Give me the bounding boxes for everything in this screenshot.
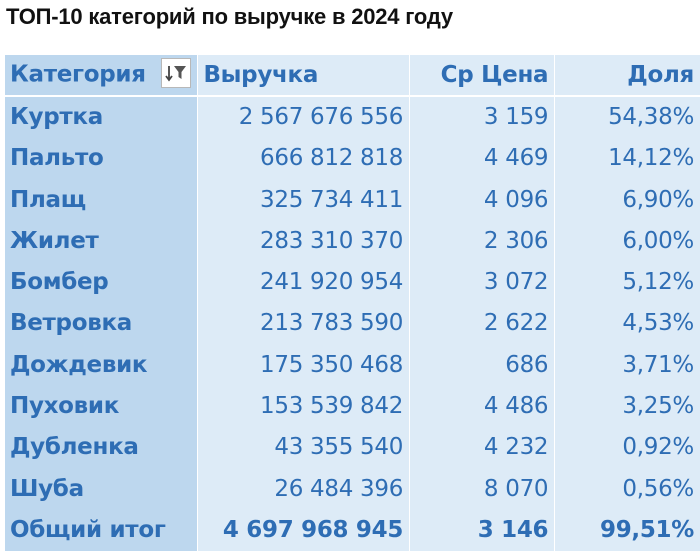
table-row: Пуховик 153 539 842 4 486 3,25%	[5, 385, 700, 427]
category-cell[interactable]: Дождевик	[5, 344, 198, 386]
revenue-cell[interactable]: 213 783 590	[197, 302, 410, 345]
table-row: Плащ 325 734 411 4 096 6,90%	[5, 178, 700, 221]
category-cell[interactable]: Шуба	[5, 467, 198, 510]
avg-price-cell[interactable]: 3 159	[409, 96, 555, 138]
share-cell[interactable]: 4,53%	[554, 302, 700, 345]
table-row: Дубленка 43 355 540 4 232 0,92%	[5, 426, 700, 468]
table-row: Жилет 283 310 370 2 306 6,00%	[5, 220, 700, 262]
table-row: Пальто 666 812 818 4 469 14,12%	[5, 137, 700, 179]
category-cell[interactable]: Ветровка	[5, 302, 198, 345]
table-row: Шуба 26 484 396 8 070 0,56%	[5, 467, 700, 510]
header-revenue: Выручка	[197, 55, 410, 98]
category-cell[interactable]: Плащ	[5, 178, 198, 221]
category-cell[interactable]: Жилет	[5, 220, 198, 262]
avg-price-cell[interactable]: 686	[409, 344, 555, 386]
header-category: Категория	[5, 55, 198, 98]
revenue-cell[interactable]: 43 355 540	[197, 426, 410, 468]
share-cell[interactable]: 0,92%	[554, 426, 700, 468]
revenue-cell[interactable]: 283 310 370	[197, 220, 410, 262]
revenue-cell[interactable]: 2 567 676 556	[197, 96, 410, 138]
revenue-cell[interactable]: 26 484 396	[197, 467, 410, 510]
avg-price-cell[interactable]: 3 146	[409, 509, 555, 551]
share-cell[interactable]: 6,00%	[554, 220, 700, 262]
revenue-cell[interactable]: 666 812 818	[197, 137, 410, 179]
table-row: Бомбер 241 920 954 3 072 5,12%	[5, 261, 700, 303]
share-cell[interactable]: 0,56%	[554, 467, 700, 510]
revenue-cell[interactable]: 153 539 842	[197, 385, 410, 427]
total-row: Общий итог 4 697 968 945 3 146 99,51%	[5, 509, 700, 551]
share-cell[interactable]: 99,51%	[554, 509, 700, 551]
sort-filter-button[interactable]	[161, 58, 192, 89]
category-cell[interactable]: Пуховик	[5, 385, 198, 427]
report-title: ТОП-10 категорий по выручке в 2024 году	[6, 4, 453, 29]
table-row: Дождевик 175 350 468 686 3,71%	[5, 344, 700, 386]
header-category-label: Категория	[10, 61, 146, 88]
avg-price-cell[interactable]: 4 486	[409, 385, 555, 427]
avg-price-cell[interactable]: 8 070	[409, 467, 555, 510]
header-row: Категория Выручка Ср Цена Доля	[5, 55, 700, 98]
category-cell[interactable]: Куртка	[5, 96, 198, 138]
avg-price-cell[interactable]: 3 072	[409, 261, 555, 303]
avg-price-cell[interactable]: 2 306	[409, 220, 555, 262]
share-cell[interactable]: 3,71%	[554, 344, 700, 386]
category-cell[interactable]: Дубленка	[5, 426, 198, 468]
pivot-table: Категория Выручка Ср Цена Доля Куртка 2 5…	[5, 55, 700, 551]
revenue-cell[interactable]: 175 350 468	[197, 344, 410, 386]
share-cell[interactable]: 5,12%	[554, 261, 700, 303]
table-row: Ветровка 213 783 590 2 622 4,53%	[5, 302, 700, 345]
header-avg-price: Ср Цена	[409, 55, 555, 98]
revenue-cell[interactable]: 4 697 968 945	[197, 509, 410, 551]
share-cell[interactable]: 14,12%	[554, 137, 700, 179]
avg-price-cell[interactable]: 2 622	[409, 302, 555, 345]
category-cell[interactable]: Общий итог	[5, 509, 198, 551]
avg-price-cell[interactable]: 4 232	[409, 426, 555, 468]
category-cell[interactable]: Бомбер	[5, 261, 198, 303]
revenue-cell[interactable]: 325 734 411	[197, 178, 410, 221]
avg-price-cell[interactable]: 4 096	[409, 178, 555, 221]
category-cell[interactable]: Пальто	[5, 137, 198, 179]
header-share: Доля	[554, 55, 700, 98]
share-cell[interactable]: 54,38%	[554, 96, 700, 138]
sort-filter-icon	[165, 66, 187, 82]
share-cell[interactable]: 6,90%	[554, 178, 700, 221]
table-row: Куртка 2 567 676 556 3 159 54,38%	[5, 96, 700, 138]
share-cell[interactable]: 3,25%	[554, 385, 700, 427]
avg-price-cell[interactable]: 4 469	[409, 137, 555, 179]
revenue-cell[interactable]: 241 920 954	[197, 261, 410, 303]
